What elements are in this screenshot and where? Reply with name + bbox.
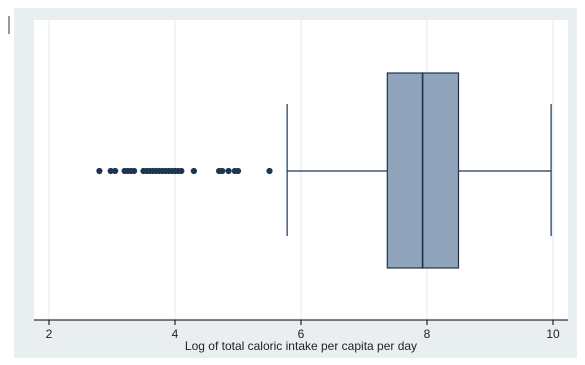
outlier-point [219, 167, 226, 175]
outlier-point [234, 167, 242, 175]
x-tick-label-0: 2 [46, 327, 53, 341]
outlier-point [112, 167, 119, 175]
outlier-point [178, 167, 185, 175]
outlier-point [266, 167, 273, 175]
x-tick-label-4: 10 [546, 327, 560, 341]
box-plot [286, 72, 552, 269]
box-upper-half [421, 72, 460, 269]
outlier-point [130, 167, 138, 175]
box-lower-half [386, 72, 424, 269]
x-tick-label-2: 6 [298, 327, 305, 341]
x-axis-title: Log of total caloric intake per capita p… [185, 339, 417, 353]
outlier-point [107, 167, 114, 175]
outlier-point [225, 167, 232, 175]
outlier-points [96, 167, 273, 175]
x-tick-label-1: 4 [172, 327, 179, 341]
outlier-point [96, 167, 103, 175]
x-tick-label-3: 8 [424, 327, 431, 341]
x-axis: 2 4 6 8 10 [34, 319, 568, 341]
outlier-point [190, 167, 197, 175]
